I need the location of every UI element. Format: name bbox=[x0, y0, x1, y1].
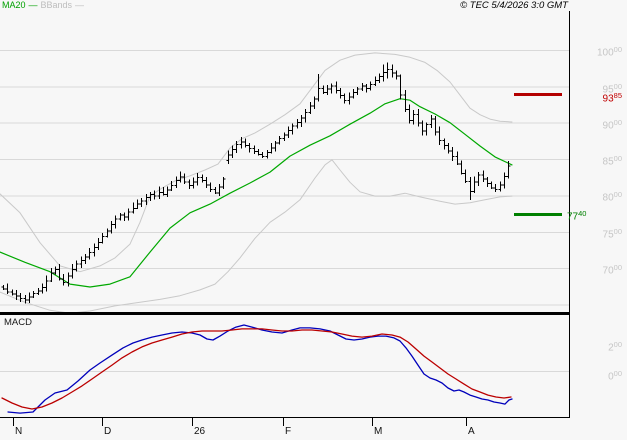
y-axis-label: 8500 bbox=[602, 154, 622, 168]
bbands-legend-swatch: — bbox=[75, 0, 85, 10]
bbands-legend-label: BBands bbox=[40, 0, 73, 10]
y-axis-label: 000 bbox=[608, 369, 622, 383]
x-axis-label: M bbox=[374, 426, 383, 437]
x-axis-label: A bbox=[468, 426, 475, 437]
x-axis-label: 26 bbox=[194, 426, 206, 437]
macd-line bbox=[7, 324, 513, 414]
y-axis-label: 8000 bbox=[602, 190, 622, 204]
y-axis-label: 9500 bbox=[602, 82, 622, 96]
y-axis-label: 200 bbox=[608, 340, 622, 354]
resistance-price-label: 9385 bbox=[602, 91, 622, 105]
y-axis-label: 7000 bbox=[602, 263, 622, 277]
bollinger-lower-band bbox=[0, 159, 513, 314]
bollinger-upper-band bbox=[0, 52, 513, 273]
macd-signal-line bbox=[1, 328, 512, 410]
ma20-legend-label: MA20 bbox=[2, 0, 26, 10]
copyright-timestamp: © TEC 5/4/2026 3:0 GMT bbox=[460, 0, 568, 11]
x-axis-label: F bbox=[285, 426, 292, 437]
x-axis-label: D bbox=[104, 426, 112, 437]
macd-panel-label: MACD bbox=[4, 317, 32, 328]
x-axis-label: N bbox=[15, 426, 23, 437]
panel-separator bbox=[0, 312, 570, 315]
y-axis-label: 9000 bbox=[602, 118, 622, 132]
support-price-label: 7740 bbox=[567, 209, 587, 223]
chart-legend: MA20— BBands — bbox=[2, 0, 87, 11]
y-axis-label: 10000 bbox=[596, 45, 622, 59]
y-axis-label: 7500 bbox=[602, 227, 622, 241]
ma20-legend-swatch: — bbox=[28, 0, 38, 10]
ma20-line bbox=[0, 98, 513, 288]
